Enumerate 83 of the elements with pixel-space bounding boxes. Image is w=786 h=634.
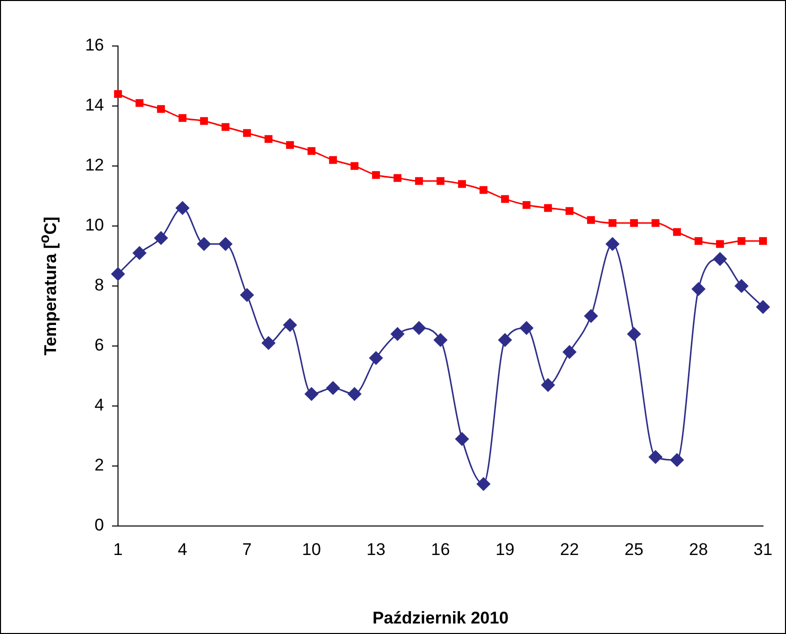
point	[756, 300, 770, 314]
point	[154, 231, 168, 245]
x-tick-label: 1	[113, 540, 123, 559]
point	[498, 333, 512, 347]
point	[176, 201, 190, 215]
point	[111, 267, 125, 281]
point	[329, 156, 337, 164]
x-tick-label: 4	[178, 540, 188, 559]
point	[136, 99, 144, 107]
point	[608, 219, 616, 227]
point	[262, 336, 276, 350]
x-tick-label: 31	[754, 540, 772, 559]
y-tick-label: 12	[85, 156, 104, 175]
x-axis-title: Październik 2010	[372, 608, 509, 628]
y-tick-label: 0	[94, 516, 104, 535]
point	[372, 171, 380, 179]
point	[458, 180, 466, 188]
point	[264, 135, 272, 143]
point	[178, 114, 186, 122]
x-tick-label: 28	[689, 540, 708, 559]
point	[738, 237, 746, 245]
y-tick-label: 16	[85, 36, 104, 55]
point	[415, 177, 423, 185]
point	[369, 351, 383, 365]
point	[197, 237, 211, 251]
point	[541, 378, 555, 392]
point	[114, 90, 122, 98]
point	[652, 219, 660, 227]
point	[436, 177, 444, 185]
x-tick-label: 16	[431, 540, 450, 559]
point	[157, 105, 165, 113]
point	[218, 237, 232, 251]
point	[630, 219, 638, 227]
point	[759, 237, 767, 245]
y-tick-label: 8	[94, 276, 104, 295]
point	[673, 228, 681, 236]
point	[544, 204, 552, 212]
point	[692, 282, 706, 296]
point	[348, 387, 362, 401]
point	[716, 240, 724, 248]
point	[734, 279, 748, 293]
point	[308, 147, 316, 155]
point	[326, 381, 340, 395]
y-tick-label: 14	[85, 96, 104, 115]
point	[694, 237, 702, 245]
point	[222, 123, 230, 131]
x-tick-label: 7	[242, 540, 252, 559]
point	[200, 117, 208, 125]
point	[522, 201, 530, 209]
point	[394, 174, 402, 182]
x-tick-label: 10	[302, 540, 321, 559]
point	[501, 195, 509, 203]
point	[350, 162, 358, 170]
y-tick-label: 6	[94, 336, 104, 355]
y-tick-label: 2	[94, 456, 104, 475]
x-tick-label: 19	[496, 540, 514, 559]
x-tick-label: 25	[624, 540, 644, 559]
point	[132, 246, 146, 260]
point	[283, 318, 297, 332]
point	[584, 309, 598, 323]
point	[627, 327, 641, 341]
point	[648, 450, 662, 464]
point	[412, 321, 426, 335]
point	[562, 345, 576, 359]
point	[243, 129, 251, 137]
x-tick-label: 13	[366, 540, 386, 559]
point	[713, 252, 727, 266]
x-tick-label: 22	[560, 540, 579, 559]
point	[476, 477, 490, 491]
point	[606, 237, 620, 251]
point	[304, 387, 318, 401]
point	[480, 186, 488, 194]
point	[434, 333, 448, 347]
point	[286, 141, 294, 149]
y-tick-label: 4	[94, 396, 104, 415]
point	[390, 327, 404, 341]
y-tick-label: 10	[85, 216, 104, 235]
point	[520, 321, 534, 335]
point	[240, 288, 254, 302]
point	[566, 207, 574, 215]
point	[587, 216, 595, 224]
point	[455, 432, 469, 446]
point	[670, 453, 684, 467]
